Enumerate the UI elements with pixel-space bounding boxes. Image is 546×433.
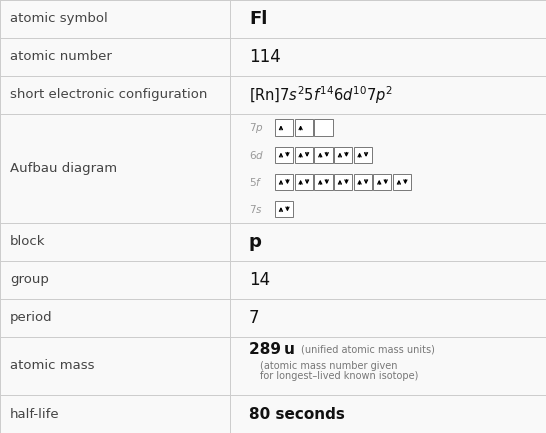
Text: atomic number: atomic number (10, 51, 112, 64)
Text: group: group (10, 273, 49, 286)
Bar (334, 146, 352, 163)
Text: 6$\it{d}$: 6$\it{d}$ (249, 149, 264, 161)
Text: 114: 114 (249, 48, 281, 66)
Text: Aufbau diagram: Aufbau diagram (10, 162, 117, 175)
Text: (unified atomic mass units): (unified atomic mass units) (301, 345, 435, 355)
Text: for longest–lived known isotope): for longest–lived known isotope) (260, 372, 418, 381)
Text: 14: 14 (249, 271, 270, 289)
Text: Fl: Fl (249, 10, 268, 28)
Text: 7$\it{p}$: 7$\it{p}$ (249, 120, 264, 135)
Bar (295, 120, 313, 136)
Bar (295, 146, 313, 163)
Bar (295, 174, 313, 190)
Bar (314, 146, 333, 163)
Text: period: period (10, 311, 52, 324)
Text: (atomic mass number given: (atomic mass number given (260, 361, 397, 371)
Text: block: block (10, 235, 45, 248)
Bar (314, 174, 333, 190)
Bar (275, 174, 293, 190)
Text: 5$\it{f}$: 5$\it{f}$ (249, 176, 263, 188)
Bar (275, 201, 293, 217)
Bar (354, 174, 372, 190)
Bar (334, 174, 352, 190)
Bar (275, 146, 293, 163)
Text: half-life: half-life (10, 407, 60, 420)
Text: p: p (249, 233, 262, 251)
Text: 289 u: 289 u (249, 342, 295, 357)
Bar (373, 174, 391, 190)
Bar (314, 120, 333, 136)
Bar (393, 174, 411, 190)
Text: 7$\it{s}$: 7$\it{s}$ (249, 203, 263, 215)
Text: 80 seconds: 80 seconds (249, 407, 345, 421)
Text: atomic mass: atomic mass (10, 359, 94, 372)
Text: atomic symbol: atomic symbol (10, 13, 108, 26)
Bar (275, 120, 293, 136)
Text: 7: 7 (249, 309, 259, 327)
Text: $\mathregular{[Rn]7}s^{2}\mathregular{5}f^{14}\mathregular{6}d^{10}\mathregular{: $\mathregular{[Rn]7}s^{2}\mathregular{5}… (249, 84, 393, 106)
Bar (354, 146, 372, 163)
Text: short electronic configuration: short electronic configuration (10, 88, 207, 101)
